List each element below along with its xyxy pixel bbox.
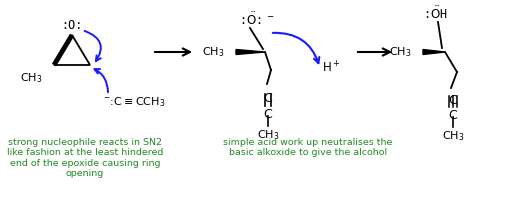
Text: CH$_3$: CH$_3$ [19, 71, 42, 85]
Polygon shape [236, 50, 265, 55]
Text: H$^+$: H$^+$ [322, 60, 340, 76]
Text: strong nucleophile reacts in SN2
like fashion at the least hindered
end of the e: strong nucleophile reacts in SN2 like fa… [7, 138, 163, 178]
Text: $^{-}$:C$\equiv$CCH$_3$: $^{-}$:C$\equiv$CCH$_3$ [103, 95, 165, 109]
Text: $^{-}$: $^{-}$ [266, 13, 274, 26]
Text: :$\ddot{\mathrm{O}}$:: :$\ddot{\mathrm{O}}$: [239, 11, 261, 28]
Text: CH$_3$: CH$_3$ [389, 45, 411, 59]
Polygon shape [423, 50, 445, 55]
Text: :O:: :O: [61, 19, 82, 32]
Text: CH$_3$: CH$_3$ [442, 129, 464, 143]
Text: CH$_3$: CH$_3$ [257, 128, 279, 142]
Text: CH$_3$: CH$_3$ [202, 45, 224, 59]
Text: simple acid work up neutralises the
basic alkoxide to give the alcohol: simple acid work up neutralises the basi… [223, 138, 393, 157]
Text: C: C [264, 92, 272, 105]
Text: C: C [449, 94, 457, 107]
Text: C: C [449, 109, 457, 122]
Text: :$\ddot{\mathrm{O}}$H: :$\ddot{\mathrm{O}}$H [423, 6, 447, 22]
Text: C: C [264, 108, 272, 121]
